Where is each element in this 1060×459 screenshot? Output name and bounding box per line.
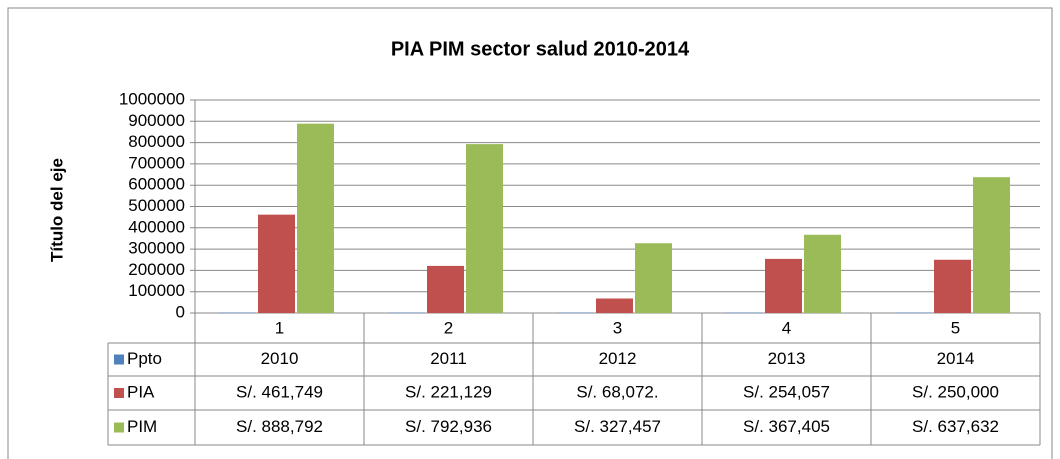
- bar: [219, 312, 256, 314]
- table-cell: 2012: [599, 349, 637, 368]
- legend-swatch: [114, 354, 124, 365]
- table-cell: S/. 68,072.: [576, 382, 658, 401]
- bar: [934, 259, 971, 313]
- bar: [895, 312, 932, 314]
- x-tick-label: 4: [782, 318, 791, 337]
- y-tick-label: 800000: [128, 132, 185, 151]
- table-cell: 2011: [430, 349, 467, 368]
- y-tick-label: 200000: [128, 260, 185, 279]
- y-tick-label: 1000000: [119, 89, 185, 108]
- table-cell: 2013: [768, 349, 806, 368]
- x-tick-label: 5: [951, 318, 960, 337]
- table-cell: S/. 792,936: [405, 417, 492, 436]
- bar: [388, 312, 425, 314]
- y-tick-label: 100000: [128, 281, 185, 300]
- x-tick-label: 2: [444, 318, 453, 337]
- bar: [466, 144, 503, 313]
- bar: [765, 258, 802, 313]
- table-cell: S/. 637,632: [912, 417, 999, 436]
- legend-label: PIA: [127, 382, 155, 401]
- bar: [557, 312, 594, 314]
- legend-swatch: [114, 388, 124, 398]
- legend-swatch: [114, 422, 124, 433]
- y-tick-label: 0: [176, 302, 185, 321]
- table-cell: S/. 327,457: [574, 417, 661, 436]
- y-axis-title: Título del eje: [47, 158, 66, 262]
- x-tick-label: 3: [613, 318, 622, 337]
- table-cell: S/. 254,057: [743, 382, 830, 401]
- legend-label: PIM: [127, 417, 157, 436]
- y-tick-label: 600000: [128, 175, 185, 194]
- y-tick-label: 700000: [128, 153, 185, 172]
- legend-label: Ppto: [127, 349, 162, 368]
- table-cell: 2014: [937, 349, 975, 368]
- table-cell: S/. 221,129: [405, 382, 492, 401]
- table-cell: S/. 461,749: [236, 382, 323, 401]
- bar: [297, 123, 334, 313]
- bar: [804, 234, 841, 313]
- bar: [596, 298, 633, 313]
- table-cell: S/. 888,792: [236, 417, 323, 436]
- table-cell: S/. 367,405: [743, 417, 830, 436]
- bar: [635, 243, 672, 313]
- y-tick-label: 500000: [128, 196, 185, 215]
- chart-title: PIA PIM sector salud 2010-2014: [391, 38, 690, 60]
- table-cell: 2010: [261, 349, 299, 368]
- x-tick-label: 1: [275, 318, 284, 337]
- y-tick-label: 300000: [128, 239, 185, 258]
- bar: [726, 312, 763, 314]
- table-cell: S/. 250,000: [912, 382, 999, 401]
- y-tick-label: 900000: [128, 111, 185, 130]
- y-tick-label: 400000: [128, 217, 185, 236]
- chart-border: [7, 7, 1053, 459]
- bar: [427, 265, 464, 313]
- bar: [258, 214, 295, 313]
- bar: [973, 177, 1010, 313]
